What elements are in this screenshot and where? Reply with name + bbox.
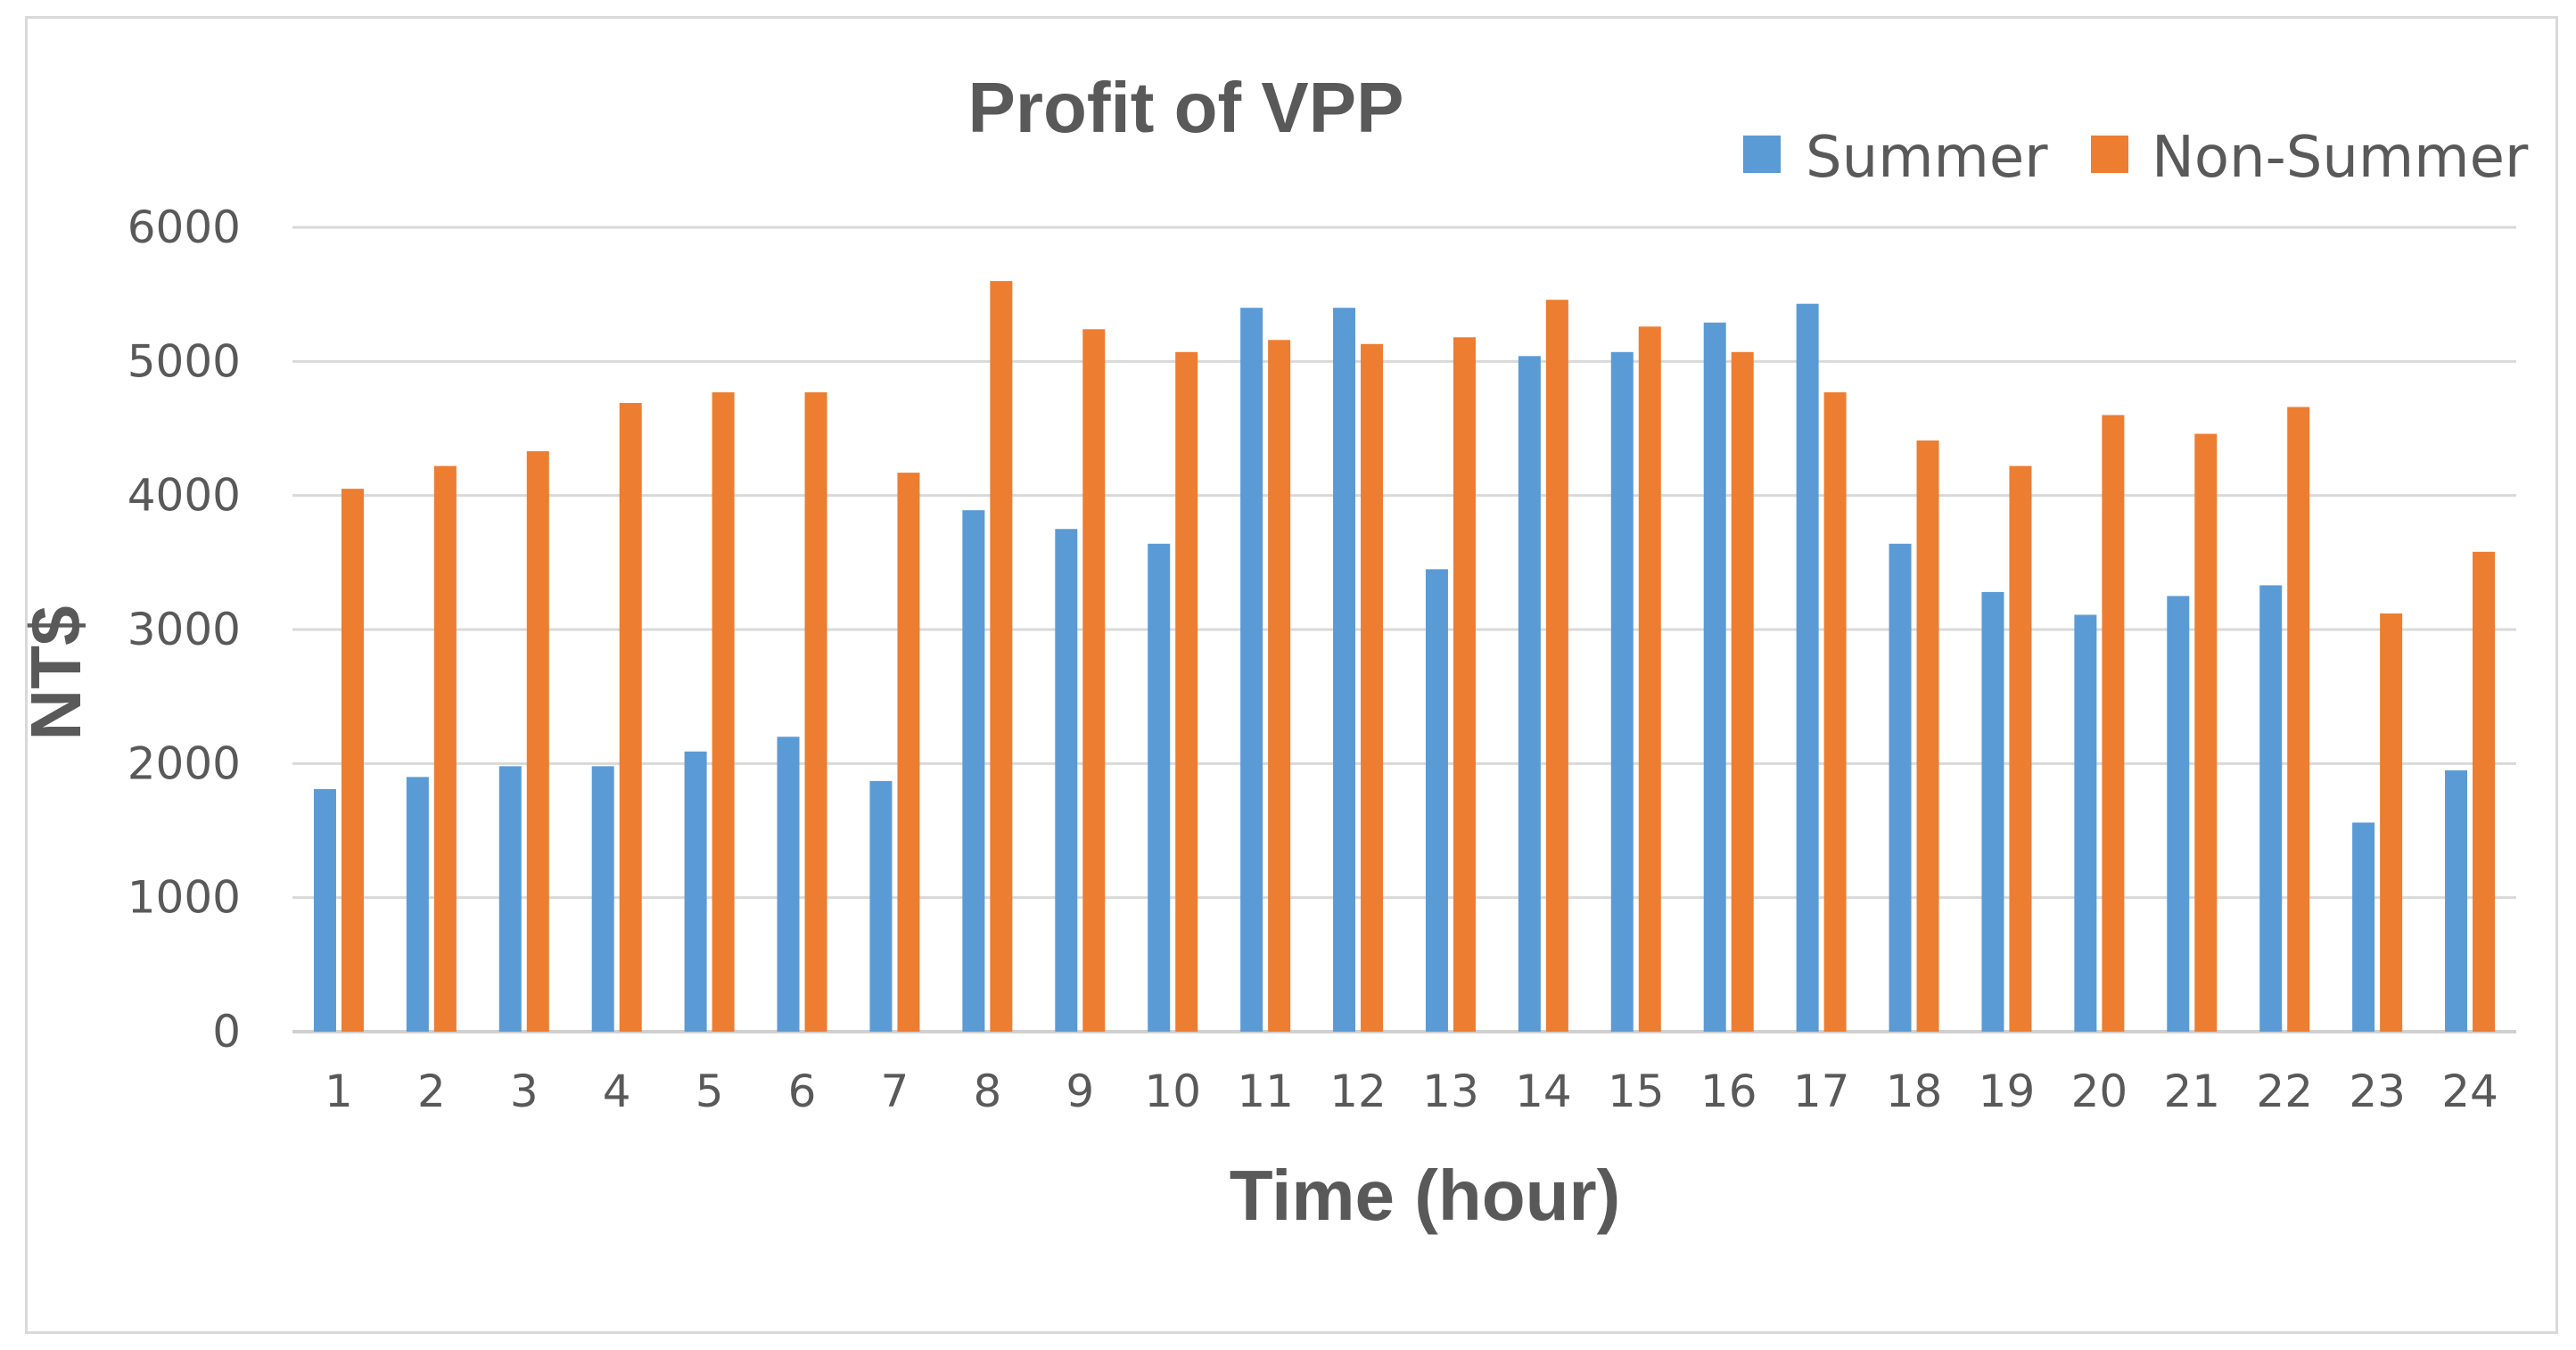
bar-non-summer-hour-16 [1731, 351, 1754, 1032]
bar-non-summer-hour-15 [1638, 326, 1661, 1032]
bar-non-summer-hour-24 [2473, 551, 2496, 1032]
bar-non-summer-hour-5 [712, 391, 735, 1032]
chart-title: Profit of VPP [968, 68, 1404, 147]
bar-summer-hour-7 [869, 780, 893, 1032]
bar-summer-hour-17 [1796, 303, 1819, 1032]
x-tick-label: 6 [788, 1066, 817, 1117]
bar-summer-hour-13 [1425, 569, 1448, 1032]
x-tick-label: 15 [1608, 1066, 1665, 1117]
bar-non-summer-hour-21 [2194, 433, 2218, 1033]
legend: Summer Non-Summer [1743, 125, 2529, 191]
x-axis-ticks: 1 2 3 4 5 6 7 8 9 10 11 12 13 14 15 16 17 18 19 20 21 22 23 24 [325, 1066, 2498, 1117]
gridlines [292, 226, 2516, 1033]
bar-summer-hour-6 [777, 737, 800, 1032]
bar-summer-hour-1 [313, 788, 336, 1032]
bar-non-summer-hour-6 [804, 391, 827, 1032]
bar-non-summer-hour-14 [1545, 300, 1568, 1032]
x-tick-label: 13 [1422, 1066, 1479, 1117]
x-tick-label: 22 [2256, 1066, 2313, 1117]
bar-summer-hour-16 [1703, 322, 1726, 1032]
bar-non-summer-hour-3 [526, 451, 549, 1033]
x-tick-label: 8 [973, 1066, 1001, 1117]
bar-non-summer-hour-9 [1082, 329, 1106, 1033]
bar-non-summer-hour-1 [341, 489, 364, 1032]
y-axis-ticks: 0 1000 2000 3000 4000 5000 6000 [128, 202, 241, 1058]
legend-swatch-summer [1743, 136, 1781, 173]
legend-swatch-non-summer [2091, 136, 2128, 173]
y-tick-label: 3000 [128, 604, 241, 655]
bar-summer-hour-12 [1333, 308, 1356, 1032]
bar-summer-hour-20 [2074, 614, 2097, 1032]
x-tick-label: 5 [695, 1066, 724, 1117]
bar-summer-hour-5 [684, 751, 707, 1032]
y-tick-label: 5000 [128, 335, 241, 387]
bar-non-summer-hour-17 [1823, 391, 1847, 1032]
bar-non-summer-hour-2 [433, 465, 457, 1032]
x-tick-label: 12 [1329, 1066, 1387, 1117]
bar-non-summer-hour-18 [1916, 440, 1939, 1032]
bar-non-summer-hour-11 [1268, 340, 1291, 1032]
y-tick-label: 6000 [128, 202, 241, 253]
bar-summer-hour-19 [1981, 591, 2004, 1032]
legend-label-non-summer: Non-Summer [2152, 125, 2529, 191]
bar-summer-hour-10 [1148, 543, 1171, 1032]
legend-label-summer: Summer [1806, 125, 2048, 191]
bar-non-summer-hour-22 [2287, 407, 2310, 1032]
bar-non-summer-hour-23 [2380, 613, 2403, 1032]
x-tick-label: 2 [417, 1066, 446, 1117]
bar-non-summer-hour-19 [2009, 465, 2032, 1032]
y-tick-label: 1000 [128, 872, 241, 924]
bar-summer-hour-23 [2352, 822, 2375, 1032]
bar-non-summer-hour-7 [897, 473, 920, 1032]
x-tick-label: 18 [1886, 1066, 1943, 1117]
x-tick-label: 10 [1144, 1066, 1201, 1117]
bar-non-summer-hour-8 [990, 281, 1013, 1033]
y-tick-label: 4000 [128, 470, 241, 522]
x-tick-label: 24 [2441, 1066, 2498, 1117]
x-tick-label: 9 [1066, 1066, 1094, 1117]
bar-summer-hour-18 [1889, 543, 1912, 1032]
bar-non-summer-hour-12 [1361, 343, 1384, 1032]
x-tick-label: 7 [881, 1066, 909, 1117]
x-tick-label: 4 [603, 1066, 631, 1117]
x-tick-label: 23 [2349, 1066, 2406, 1117]
bar-summer-hour-9 [1055, 529, 1078, 1032]
y-tick-label: 2000 [128, 737, 241, 789]
x-tick-label: 17 [1793, 1066, 1850, 1117]
x-tick-label: 21 [2163, 1066, 2220, 1117]
bar-summer-hour-22 [2259, 585, 2283, 1032]
bar-summer-hour-24 [2445, 770, 2468, 1032]
x-tick-label: 20 [2071, 1066, 2128, 1117]
bar-non-summer-hour-4 [619, 402, 642, 1033]
bar-summer-hour-11 [1240, 308, 1263, 1032]
x-tick-label: 1 [325, 1066, 353, 1117]
bar-summer-hour-2 [406, 777, 429, 1032]
bar-summer-hour-14 [1518, 356, 1541, 1032]
x-tick-label: 11 [1237, 1066, 1294, 1117]
x-tick-label: 3 [510, 1066, 539, 1117]
y-tick-label: 0 [212, 1006, 241, 1058]
bar-non-summer-hour-20 [2102, 415, 2125, 1032]
x-tick-label: 16 [1700, 1066, 1757, 1117]
bar-non-summer-hour-10 [1175, 351, 1198, 1032]
x-tick-label: 19 [1979, 1066, 2036, 1117]
bars [313, 281, 2496, 1033]
bar-summer-hour-15 [1610, 351, 1634, 1032]
bar-summer-hour-3 [498, 766, 522, 1032]
bar-summer-hour-4 [591, 766, 614, 1032]
bar-non-summer-hour-13 [1453, 337, 1476, 1033]
bar-summer-hour-8 [962, 510, 985, 1032]
bar-summer-hour-21 [2167, 596, 2190, 1032]
x-tick-label: 14 [1515, 1066, 1572, 1117]
y-axis-title: NT$ [16, 605, 95, 740]
x-axis-title: Time (hour) [1230, 1156, 1621, 1235]
